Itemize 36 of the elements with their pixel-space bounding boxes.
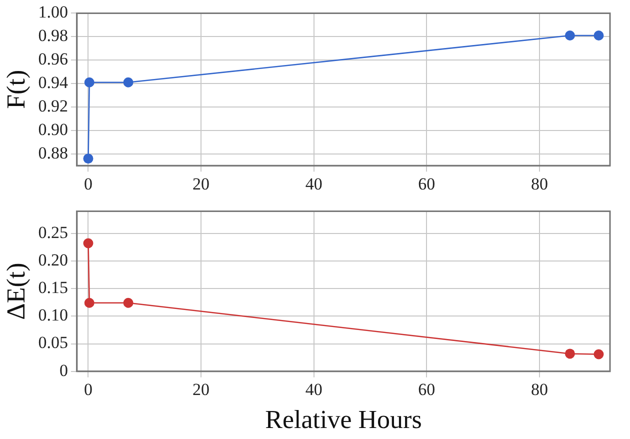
x-tick-label: 60: [418, 174, 436, 194]
y-axis-title: ΔE(t): [1, 262, 30, 320]
point: [84, 298, 94, 308]
y-tick-label: 0: [59, 360, 68, 380]
y-tick-label: 0.98: [38, 26, 68, 46]
x-tick-label: 80: [530, 380, 548, 400]
y-tick-label: 0.90: [38, 120, 68, 139]
x-tick-label: 0: [84, 380, 92, 400]
point: [123, 77, 134, 88]
x-tick-label: 80: [530, 174, 548, 194]
y-tick-label: 0.25: [38, 222, 68, 242]
y-axis-title: F(t): [1, 70, 30, 109]
point: [564, 30, 575, 40]
point: [83, 238, 94, 248]
y-tick-label: 0.10: [38, 306, 68, 325]
point: [83, 154, 94, 164]
x-tick-label: 0: [84, 174, 92, 194]
x-tick-label: 40: [305, 174, 322, 194]
x-tick-label: 20: [192, 174, 210, 194]
x-axis-title: Relative Hours: [265, 405, 422, 434]
x-tick-label: 20: [192, 380, 210, 400]
point: [564, 348, 575, 359]
y-tick-label: 0.96: [38, 50, 68, 69]
y-tick-label: 0.88: [38, 143, 68, 162]
y-tick-label: 0.15: [38, 278, 68, 298]
point: [84, 77, 94, 88]
point: [594, 30, 604, 40]
y-tick-label: 0.94: [38, 73, 68, 92]
y-tick-label: 0.20: [38, 250, 68, 270]
y-tick-label: 0.92: [38, 96, 68, 116]
y-tick-label: 1.00: [38, 2, 68, 22]
point: [594, 349, 604, 360]
x-tick-label: 40: [305, 380, 322, 400]
point: [123, 298, 134, 308]
y-tick-label: 0.05: [38, 333, 68, 352]
x-tick-label: 60: [418, 380, 436, 400]
